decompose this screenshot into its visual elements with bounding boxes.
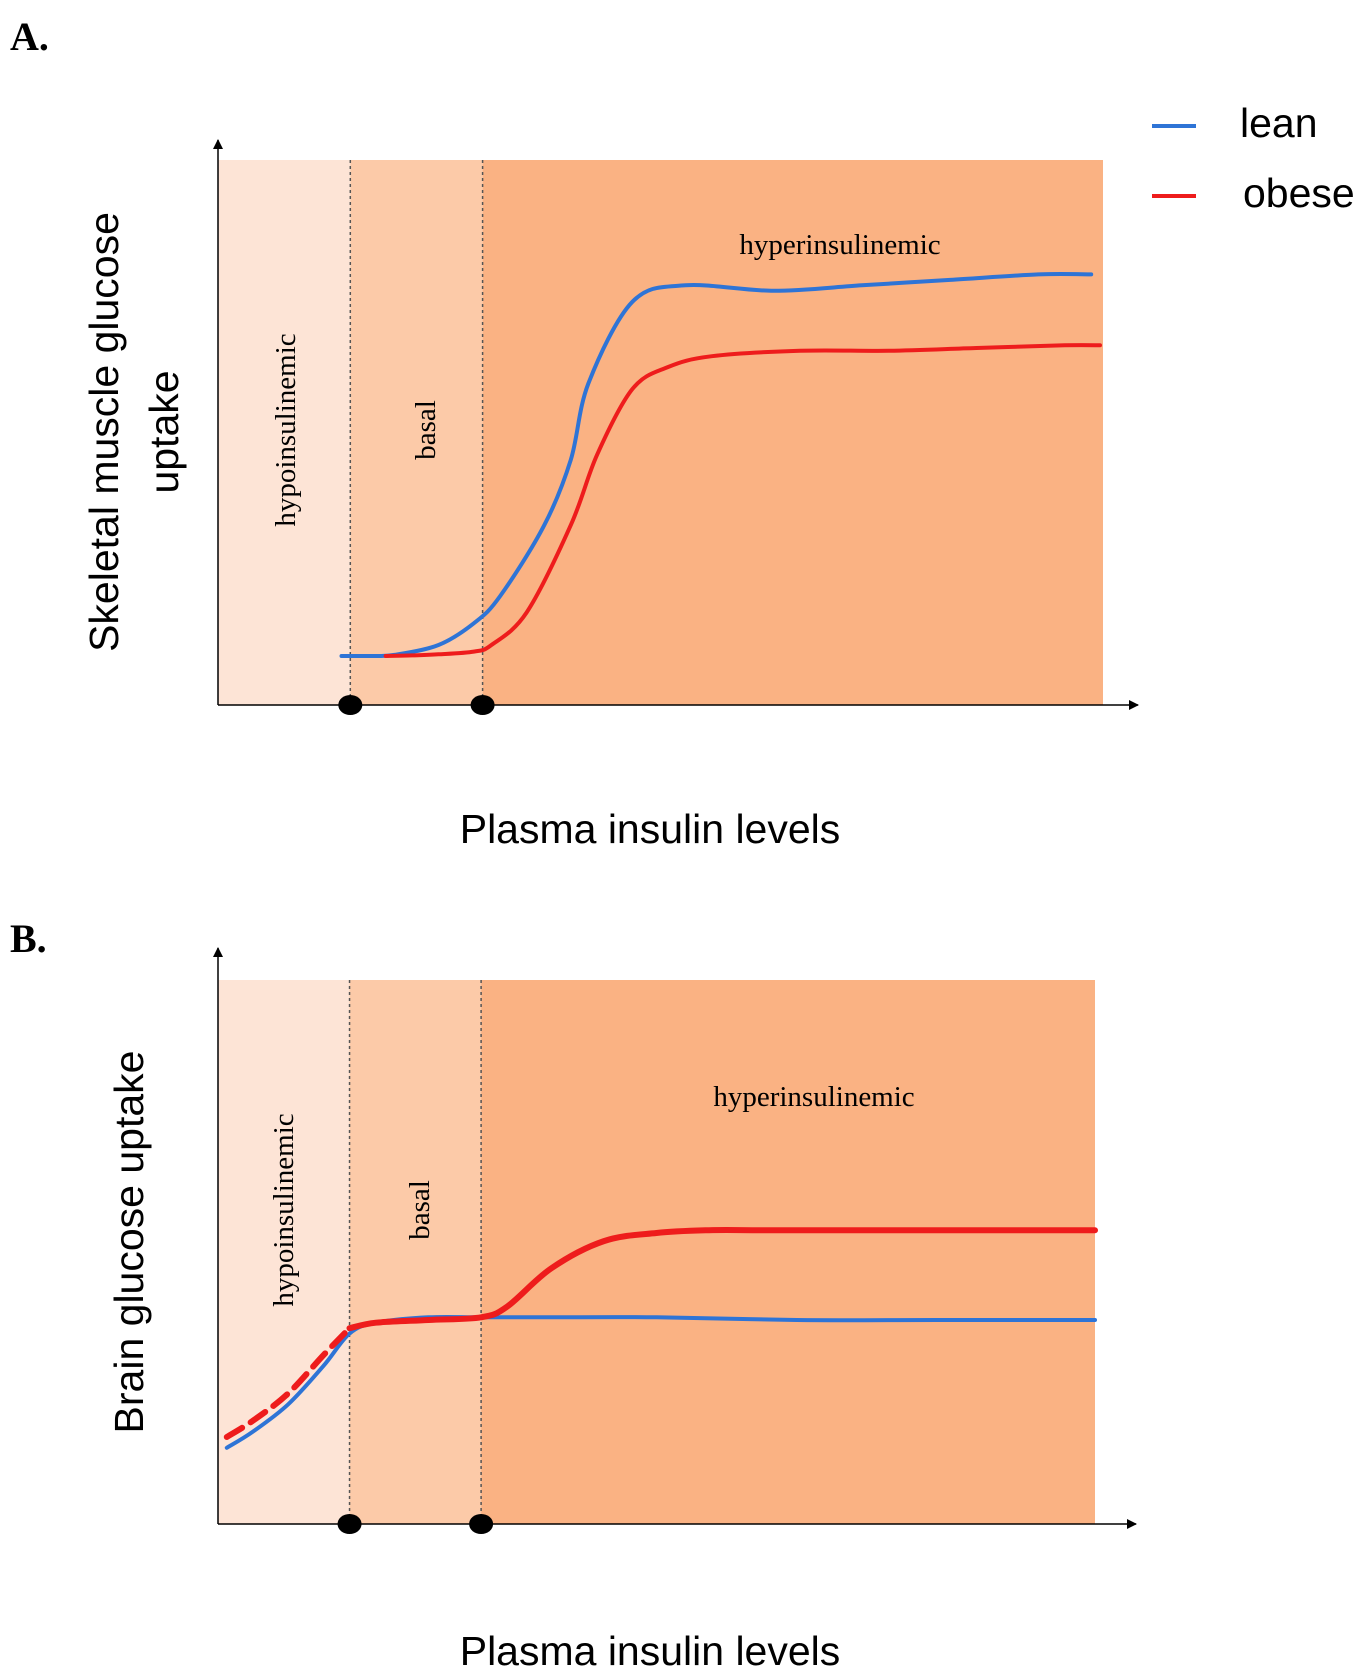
- panel-b-axes: [213, 947, 1137, 1529]
- panel-b-region-basal: [349, 980, 482, 1524]
- panel-b: B. hypoinsulinemic basal hyperinsulinemi…: [10, 916, 1137, 1674]
- panel-a-region-hypo-label: hypoinsulinemic: [270, 333, 302, 526]
- panel-a-threshold-marker-1: [338, 695, 363, 715]
- panel-a-threshold-marker-2: [470, 695, 495, 715]
- panel-a-regions: [218, 160, 1104, 705]
- panel-a-series: [339, 272, 1102, 659]
- panel-a-y-axis-title-line1: Skeletal muscle glucose: [81, 212, 127, 652]
- panel-a-markers: [338, 695, 495, 715]
- panel-b-region-basal-label: basal: [404, 1180, 436, 1240]
- panel-a-series-obese: [383, 343, 1102, 658]
- legend: lean obese: [1152, 100, 1355, 216]
- panel-b-threshold-marker-1: [337, 1514, 362, 1534]
- panel-a-series-lean: [339, 272, 1094, 659]
- panel-b-x-axis-title: Plasma insulin levels: [460, 1628, 841, 1674]
- panel-b-series-obese: [346, 1227, 1098, 1332]
- panel-b-region-hypo: [218, 980, 350, 1524]
- panel-a-region-hyper-label: hyperinsulinemic: [739, 229, 940, 261]
- panel-b-y-axis-title: Brain glucose uptake: [106, 1051, 152, 1434]
- panel-b-label: B.: [10, 916, 47, 961]
- panel-b-markers: [337, 1514, 494, 1534]
- panel-a-label: A.: [10, 14, 49, 59]
- panel-a-region-hypo: [218, 160, 351, 705]
- panel-a-region-basal-label: basal: [410, 400, 442, 460]
- legend-lean-label: lean: [1240, 100, 1318, 146]
- legend-obese-label: obese: [1243, 170, 1355, 216]
- panel-b-regions: [218, 980, 1096, 1524]
- panel-a-x-axis-title: Plasma insulin levels: [460, 806, 841, 852]
- panel-b-threshold-marker-2: [469, 1514, 494, 1534]
- panel-a-region-hyper: [482, 160, 1104, 705]
- panel-a: A. hypoinsulinemic basal hyperinsulinemi…: [10, 14, 1139, 852]
- panel-b-series: [223, 1227, 1098, 1450]
- panel-a-y-axis-title-line2: uptake: [141, 370, 187, 493]
- panel-b-region-hypo-label: hypoinsulinemic: [268, 1113, 300, 1306]
- panel-a-axes: [213, 139, 1139, 710]
- panel-b-region-hyper-label: hyperinsulinemic: [713, 1081, 914, 1113]
- panel-a-region-basal: [350, 160, 483, 705]
- panel-b-series-obese-dashed: [223, 1325, 353, 1440]
